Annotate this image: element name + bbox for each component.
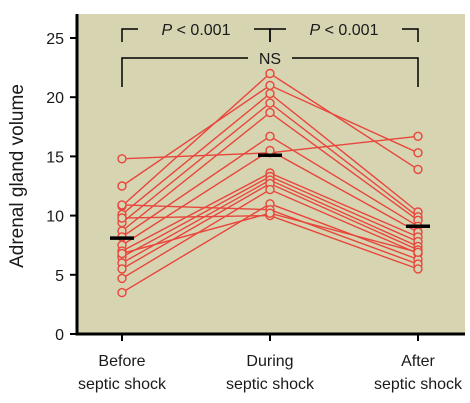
data-point-p15-t1 <box>117 200 127 210</box>
data-point-p1-t1 <box>117 154 127 164</box>
category-label-2-line2: septic shock <box>226 376 315 393</box>
data-point-p1-t3 <box>413 131 423 142</box>
data-point-p5-t2 <box>265 98 275 108</box>
data-points <box>117 68 423 298</box>
significance-label-1: P < 0.001 <box>162 22 231 39</box>
significance-label-3: NS <box>259 51 281 68</box>
category-label-3-line2: septic shock <box>374 376 463 393</box>
significance-brackets: P < 0.001 P < 0.001 NS <box>121 22 419 87</box>
median-markers <box>110 153 430 240</box>
data-point-p16-t3 <box>413 264 423 274</box>
y-tick-label-15: 15 <box>46 149 64 166</box>
x-axis-ticks <box>121 334 419 341</box>
data-point-p16-t1 <box>117 213 127 223</box>
data-point-p17-t3 <box>413 247 423 258</box>
category-label-2-line1: During <box>246 353 293 370</box>
category-label-3-line1: After <box>401 353 435 370</box>
y-axis-title: Adrenal gland volume <box>7 84 28 268</box>
data-point-p2-t1 <box>117 181 127 191</box>
data-point-p7-t2 <box>265 131 275 142</box>
data-point-p3-t2 <box>265 68 275 79</box>
data-point-p12-t1 <box>117 264 127 274</box>
category-label-1-line1: Before <box>98 353 145 370</box>
data-point-p13-t1 <box>117 273 127 284</box>
category-labels: Before septic shock During septic shock Afte… <box>78 353 463 393</box>
data-point-p4-t2 <box>265 88 275 99</box>
y-tick-label-5: 5 <box>55 268 64 285</box>
bracket-3-right <box>292 57 419 87</box>
category-label-1-line2: septic shock <box>78 376 167 393</box>
data-point-p2-t2 <box>265 80 275 91</box>
y-tick-label-20: 20 <box>46 90 64 107</box>
data-point-p2-t3 <box>413 148 423 158</box>
y-tick-label-10: 10 <box>46 209 64 226</box>
y-tick-label-0: 0 <box>55 327 64 344</box>
data-point-p13-t2 <box>265 184 275 195</box>
bracket-1-left <box>121 28 138 42</box>
data-point-p14-t1 <box>117 287 127 298</box>
bracket-2-left <box>269 28 286 42</box>
data-point-p8-t2 <box>265 145 275 156</box>
data-point-p6-t2 <box>265 107 275 118</box>
data-point-p17-t2 <box>265 208 275 218</box>
bracket-2-right <box>402 28 419 42</box>
y-axis-ticks: 0 5 10 15 20 25 <box>46 31 77 344</box>
y-tick-label-25: 25 <box>46 31 64 48</box>
significance-label-2: P < 0.001 <box>310 22 379 39</box>
bracket-3-left <box>121 57 248 87</box>
data-point-p17-t1 <box>117 248 127 259</box>
data-point-p3-t3 <box>413 164 423 175</box>
